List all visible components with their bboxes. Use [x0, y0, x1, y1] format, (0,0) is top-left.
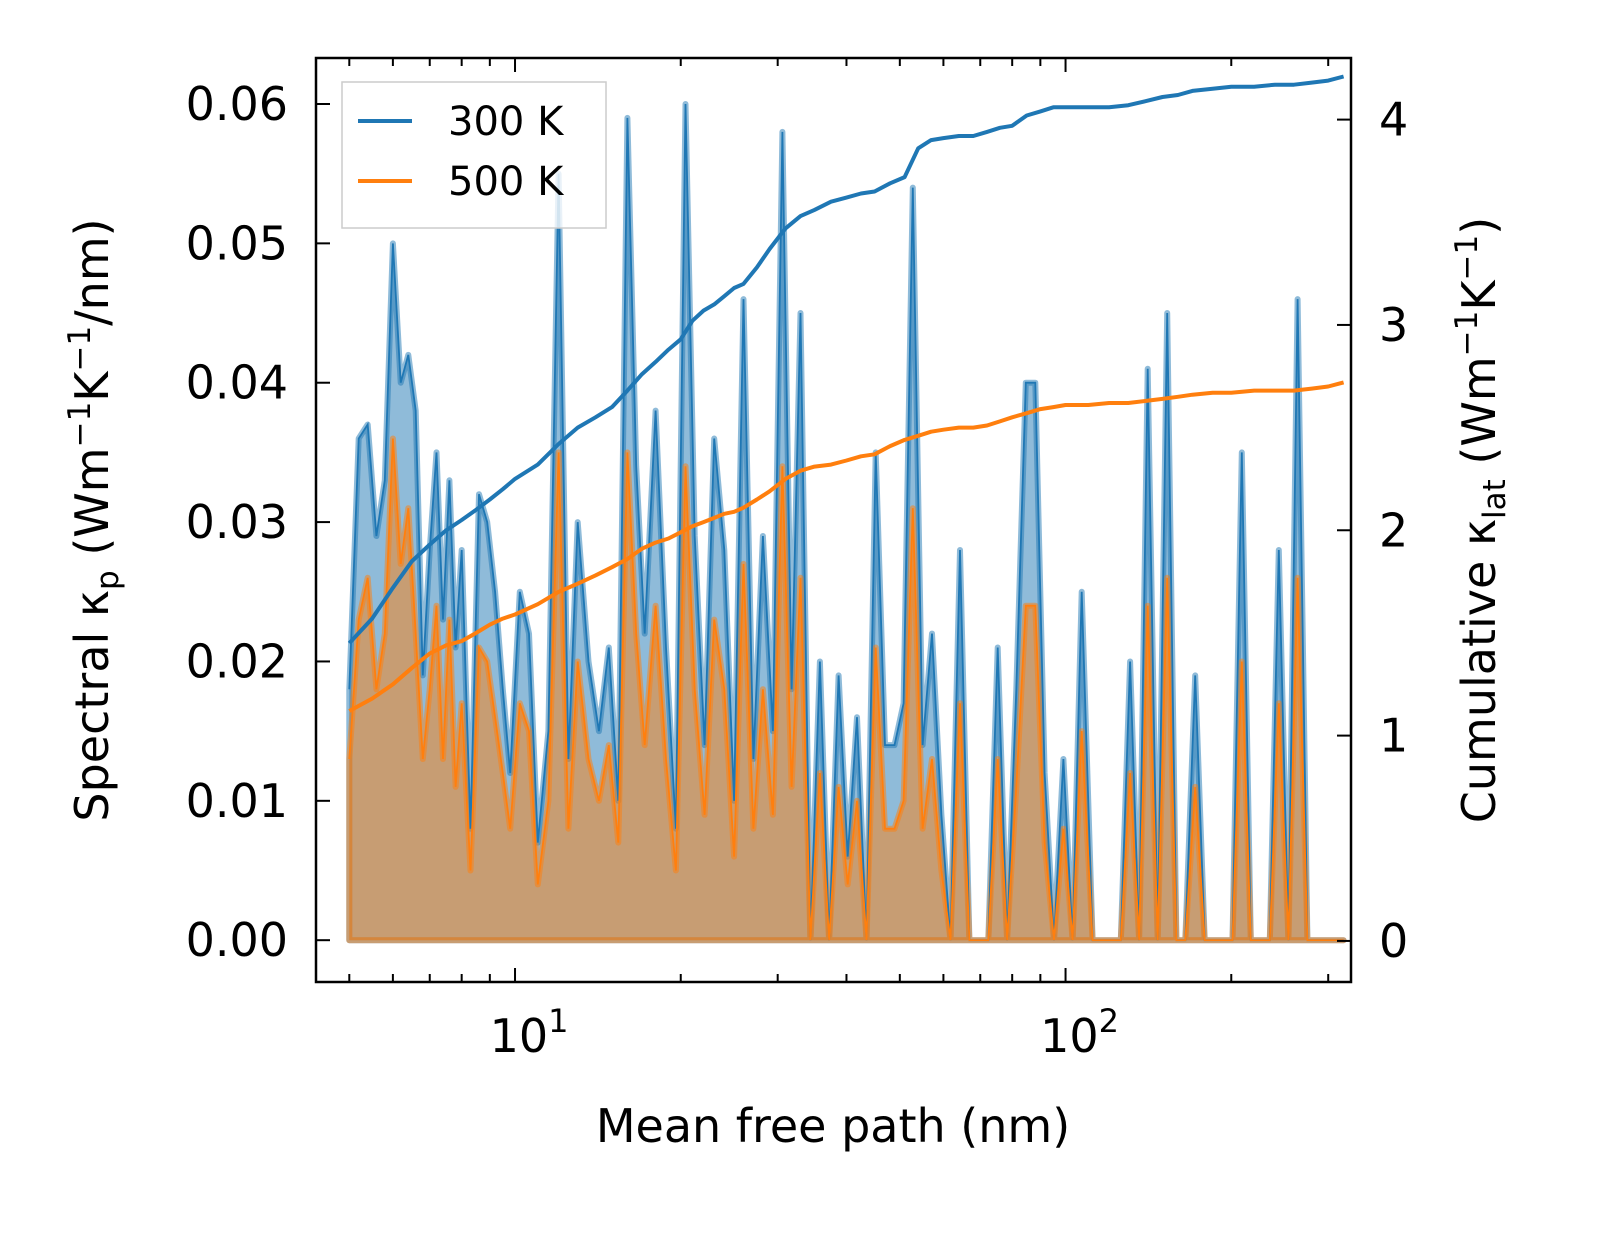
spectral-line-300k — [348, 103, 1344, 942]
series-lines — [347, 74, 1345, 942]
right-y-axis-ticks: 0 1 2 3 4 — [1337, 93, 1408, 968]
x-axis-ticks: 101 102 — [348, 58, 1330, 1063]
x-tick-label: 101 — [490, 1002, 569, 1063]
left-y-tick-label: 0.04 — [186, 356, 288, 410]
right-y-tick-label: 2 — [1379, 503, 1408, 557]
cumulative-line-300k — [347, 74, 1345, 645]
right-y-tick-label: 1 — [1379, 709, 1408, 763]
right-y-tick-label: 3 — [1379, 298, 1408, 352]
right-y-tick-label: 0 — [1379, 914, 1408, 968]
plot-frame — [314, 56, 1353, 984]
legend-label-500k: 500 K — [448, 159, 565, 205]
left-y-axis-title: Spectral κp (Wm−1K−1/nm) — [62, 218, 126, 821]
right-y-axis-title: Cumulative κlat (Wm−1K−1) — [1449, 217, 1513, 823]
left-y-axis-ticks: 0.00 0.01 0.02 0.03 0.04 0.05 0.06 — [186, 77, 330, 967]
left-y-tick-label: 0.03 — [186, 495, 288, 549]
left-y-tick-label: 0.01 — [186, 774, 288, 828]
x-axis-title: Mean free path (nm) — [596, 1099, 1070, 1153]
plot-area — [346, 74, 1347, 944]
axes: 101 102 0.00 0.01 0.02 0.03 0.04 0.05 0.06 0 1 2 3… — [186, 56, 1408, 1063]
left-y-tick-label: 0.00 — [186, 913, 288, 967]
right-y-tick-label: 4 — [1379, 93, 1408, 147]
legend: 300 K 500 K — [341, 81, 607, 229]
cumulative-line-500k — [348, 380, 1345, 713]
left-y-tick-label: 0.02 — [186, 634, 288, 688]
legend-label-300k: 300 K — [448, 99, 565, 145]
legend-box — [341, 81, 607, 229]
left-y-tick-label: 0.05 — [186, 216, 288, 270]
spectral-line-500k — [348, 438, 1344, 942]
x-tick-label: 102 — [1040, 1002, 1119, 1063]
left-y-tick-label: 0.06 — [186, 77, 288, 131]
